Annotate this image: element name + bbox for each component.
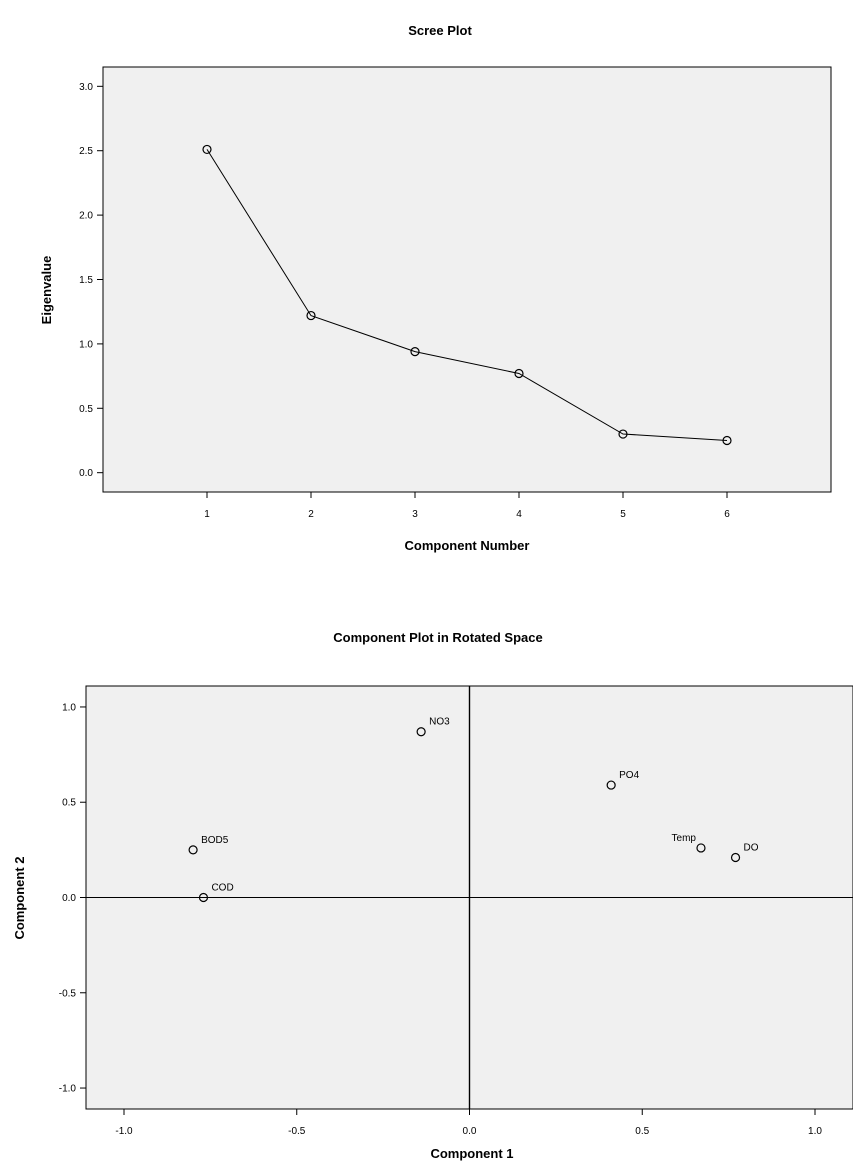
scree-x-axis-title: Component Number [405,538,530,553]
component-point-label: DO [744,842,759,853]
component-y-tick-label: 0.0 [62,893,76,904]
component-y-tick-label: 0.5 [62,798,76,809]
component-y-tick-label: 1.0 [62,702,76,713]
scree-x-tick-label: 2 [308,509,314,520]
component-point-label: Temp [672,833,697,844]
scree-y-tick-label: 2.5 [79,146,93,157]
component-title: Component Plot in Rotated Space [333,630,542,645]
component-x-axis-title: Component 1 [430,1146,513,1161]
scree-series-line [206,149,728,441]
component-point-label: BOD5 [201,835,229,846]
scree-x-tick-label: 1 [204,509,210,520]
component-x-tick-label: 1.0 [808,1126,822,1137]
component-x-tick-label: 0.5 [635,1126,649,1137]
component-point [696,843,706,853]
scree-x-tick-label: 5 [620,509,626,520]
scree-point [306,310,316,321]
scree-y-tick-label: 1.0 [79,339,93,350]
component-point-label: COD [211,883,233,894]
scree-x-tick-label: 4 [516,509,522,520]
scree-x-tick-label: 3 [412,509,418,520]
scree-y-axis-title: Eigenvalue [39,256,54,325]
scree-y-tick-label: 1.5 [79,275,93,286]
scree-point [410,347,420,357]
scree-point [514,368,524,379]
component-x-axis: -1.0 -0.5 0.0 0.5 1.0 [115,1109,822,1137]
scree-x-axis: 1 2 3 4 5 6 [204,492,730,520]
scree-y-tick-label: 0.0 [79,468,93,479]
component-y-tick-label: -1.0 [59,1084,77,1095]
component-point [730,852,741,863]
scree-y-tick-label: 3.0 [79,82,93,93]
scree-point [202,144,212,155]
scree-plot-area [102,66,832,493]
component-x-tick-label: -0.5 [288,1126,306,1137]
component-point [416,727,426,737]
component-point-label: NO3 [429,717,450,728]
scree-title: Scree Plot [408,23,472,38]
scree-y-tick-label: 0.5 [79,404,93,415]
component-y-axis-title: Component 2 [12,856,27,939]
scree-points [202,144,732,446]
component-point [606,780,616,790]
scree-point [618,429,628,439]
component-y-tick-label: -0.5 [59,988,77,999]
component-plot: Component Plot in Rotated Space -1.0 -0.5… [12,630,853,1161]
scree-y-tick-label: 2.0 [79,211,93,222]
scree-y-axis: 0.0 0.5 1.0 1.5 2.0 2.5 3.0 [79,82,103,479]
component-points: NO3 PO4 BOD5 Temp DO COD [188,717,759,903]
component-y-axis: -1.0 -0.5 0.0 0.5 1.0 [59,702,86,1095]
component-point [188,845,198,855]
component-x-tick-label: 0.0 [463,1126,477,1137]
scree-point [722,435,732,446]
component-point-label: PO4 [619,770,639,781]
component-x-tick-label: -1.0 [115,1126,133,1137]
scree-x-tick-label: 6 [724,509,730,520]
component-point [198,892,209,903]
